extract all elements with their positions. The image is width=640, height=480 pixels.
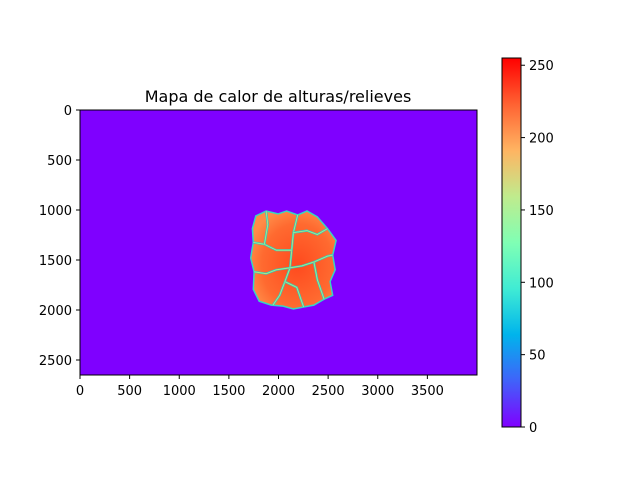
y-tick-label: 0 [64,104,72,119]
y-tick-label: 500 [47,154,72,169]
colorbar-gradient [501,57,522,428]
y-tick-label: 1500 [39,254,72,269]
heatmap-plot-area [79,109,478,376]
colorbar-tick-label: 50 [529,349,546,364]
height-region-crack-highlight [254,267,291,275]
y-axis: 0 500 1000 1500 2000 2500 [39,104,80,369]
x-tick-label: 2000 [262,384,295,399]
x-tick-label: 3500 [411,384,444,399]
chart-title: Mapa de calor de alturas/relieves [145,87,412,106]
colorbar: 0 50 100 150 200 250 [501,57,554,436]
x-tick-label: 0 [76,384,84,399]
height-region-crack-highlight [293,228,328,235]
x-tick-label: 1000 [163,384,196,399]
colorbar-tick-label: 150 [529,204,554,219]
colorbar-axis: 0 50 100 150 200 250 [521,59,554,436]
colorbar-tick-label: 0 [529,421,537,436]
height-region-crack-highlight [253,242,292,251]
height-region-crack-highlight [264,210,269,245]
height-region [249,210,337,310]
height-region-crack-highlight [284,281,304,308]
colorbar-tick-label: 200 [529,132,554,147]
x-tick-label: 1500 [212,384,245,399]
x-axis: 0 500 1000 1500 2000 2500 3000 3500 [76,375,444,399]
y-tick-label: 2500 [39,354,72,369]
colorbar-tick-label: 100 [529,276,554,291]
height-region-body [249,210,337,310]
x-tick-label: 3000 [361,384,394,399]
x-tick-label: 2500 [312,384,345,399]
y-tick-label: 1000 [39,204,72,219]
colorbar-tick-label: 250 [529,59,554,74]
height-region-crack-highlight [313,261,325,300]
y-tick-label: 2000 [39,304,72,319]
x-tick-label: 500 [117,384,142,399]
